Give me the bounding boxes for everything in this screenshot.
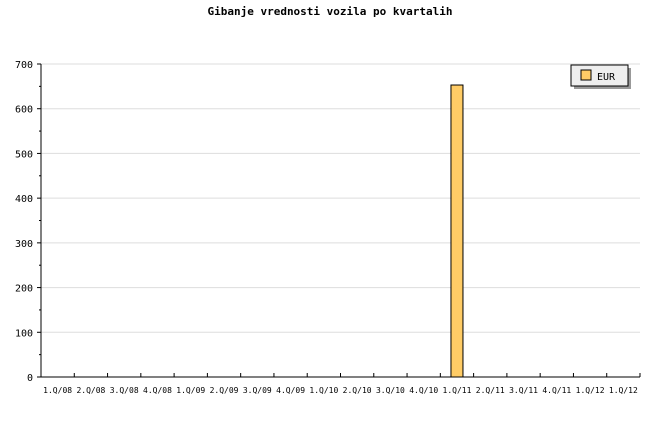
- x-tick-label: 1.Q/09: [176, 386, 205, 395]
- x-tick-label: 1.Q/12: [609, 386, 638, 395]
- legend-swatch: [580, 69, 592, 81]
- y-tick-label: 400: [15, 194, 33, 205]
- y-tick-label: 700: [15, 60, 33, 71]
- x-tick-label: 3.Q/09: [243, 386, 272, 395]
- legend-label: EUR: [597, 72, 616, 83]
- x-tick-label: 2.Q/09: [210, 386, 239, 395]
- x-tick-label: 4.Q/11: [542, 386, 571, 395]
- y-tick-label: 600: [15, 105, 33, 116]
- y-tick-label: 0: [27, 373, 33, 384]
- y-tick-label: 300: [15, 239, 33, 250]
- x-tick-label: 4.Q/10: [409, 386, 438, 395]
- x-tick-label: 1.Q/11: [443, 386, 472, 395]
- x-tick-label: 2.Q/11: [476, 386, 505, 395]
- x-tick-label: 3.Q/08: [110, 386, 139, 395]
- bar: [450, 84, 464, 378]
- x-tick-label: 4.Q/09: [276, 386, 305, 395]
- chart-title: Gibanje vrednosti vozila po kvartalih: [207, 5, 452, 18]
- y-tick-label: 200: [15, 284, 33, 295]
- y-tick-label: 100: [15, 328, 33, 339]
- x-tick-label: 2.Q/08: [76, 386, 105, 395]
- x-tick-label: 3.Q/11: [509, 386, 538, 395]
- legend: EUR: [570, 64, 631, 89]
- x-tick-label: 1.Q/10: [309, 386, 338, 395]
- y-tick-label: 500: [15, 149, 33, 160]
- x-tick-label: 4.Q/08: [143, 386, 172, 395]
- x-tick-label: 2.Q/10: [343, 386, 372, 395]
- x-tick-label: 3.Q/10: [376, 386, 405, 395]
- x-tick-label: 1.Q/08: [43, 386, 72, 395]
- x-tick-label: 1.Q/12: [576, 386, 605, 395]
